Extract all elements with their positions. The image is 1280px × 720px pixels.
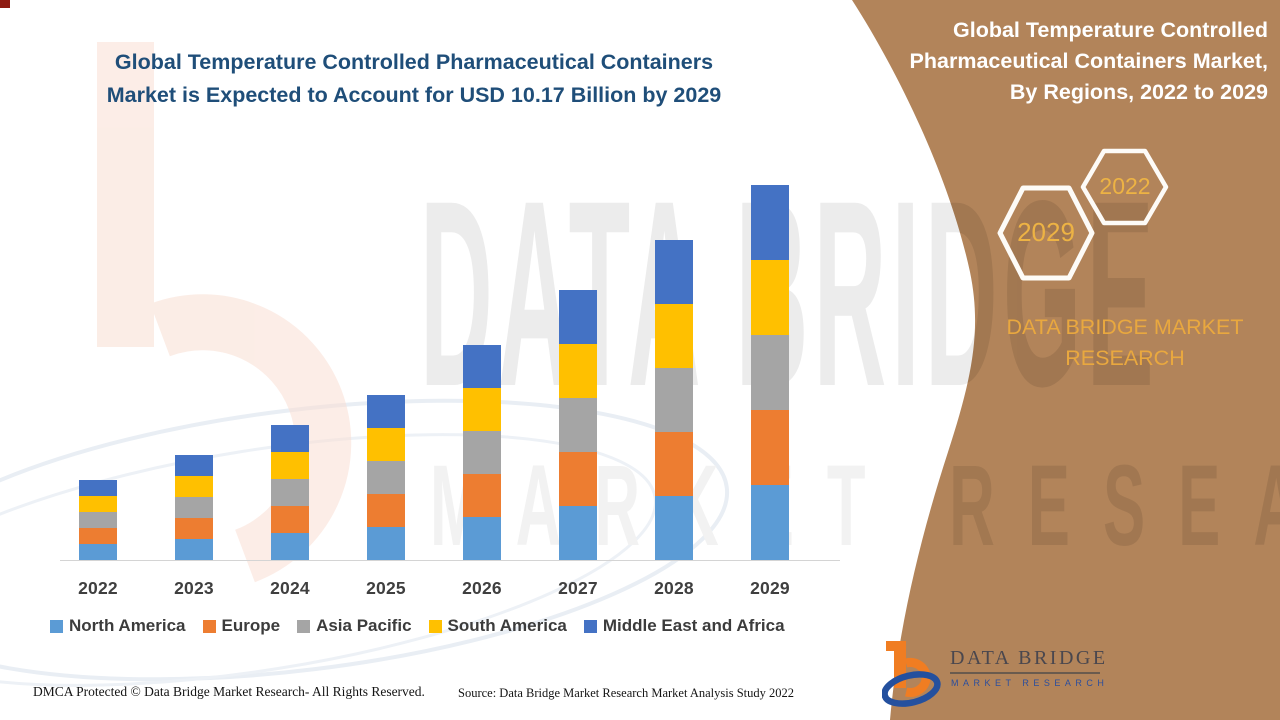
bar-2024: [271, 425, 309, 560]
legend-swatch: [50, 619, 63, 633]
bar-segment-2027-middle-east-and-africa: [559, 290, 597, 344]
copyright-text: DMCA Protected © Data Bridge Market Rese…: [33, 684, 425, 699]
legend-item-middle-east-and-africa: Middle East and Africa: [583, 616, 785, 636]
brand-name-line2: RESEARCH: [1065, 346, 1185, 370]
bar-segment-2029-asia-pacific: [751, 335, 789, 410]
page-title-line2: Market is Expected to Account for USD 10…: [106, 83, 722, 107]
bar-segment-2024-south-america: [271, 452, 309, 479]
bar-segment-2022-south-america: [79, 496, 117, 512]
bar-segment-2026-north-america: [463, 517, 501, 560]
bar-2026: [463, 345, 501, 560]
legend-item-asia-pacific: Asia Pacific: [297, 616, 412, 636]
side-panel-title: Global Temperature Controlled Pharmaceut…: [832, 15, 1268, 108]
bar-segment-2028-europe: [655, 432, 693, 496]
legend-label: Europe: [221, 616, 281, 635]
stacked-bar-chart: 2022 2023 2024 2025 2026 2027 2028 2029: [60, 170, 840, 598]
bar-segment-2027-north-america: [559, 506, 597, 560]
logo-underline: [950, 672, 1100, 674]
bar-segment-2025-asia-pacific: [367, 461, 405, 494]
legend-item-europe: Europe: [202, 616, 281, 636]
brand-name-line1: DATA BRIDGE MARKET: [1006, 315, 1244, 339]
hexagon-2022: [1080, 148, 1169, 226]
logo-wordmark: DATA BRIDGE: [950, 647, 1108, 669]
x-axis-label-2022: 2022: [78, 578, 118, 598]
hexagon-year-2022: 2022: [1099, 173, 1151, 199]
bar-segment-2023-asia-pacific: [175, 497, 213, 518]
bar-segment-2029-north-america: [751, 485, 789, 560]
bar-2025: [367, 395, 405, 560]
source-text: Source: Data Bridge Market Research Mark…: [458, 686, 795, 700]
bar-segment-2023-north-america: [175, 539, 213, 560]
legend-label: Middle East and Africa: [602, 616, 785, 635]
bar-segment-2029-europe: [751, 410, 789, 485]
bar-segment-2022-north-america: [79, 544, 117, 560]
bar-2023: [175, 455, 213, 560]
bar-segment-2026-middle-east-and-africa: [463, 345, 501, 388]
bar-segment-2028-middle-east-and-africa: [655, 240, 693, 304]
x-axis-label-2026: 2026: [462, 578, 502, 598]
data-bridge-logo-icon: [882, 641, 941, 707]
bar-2022: [79, 480, 117, 560]
bar-2028: [655, 240, 693, 560]
x-axis-label-2028: 2028: [654, 578, 694, 598]
bar-segment-2026-south-america: [463, 388, 501, 431]
page-title: Global Temperature Controlled Pharmaceut…: [28, 46, 800, 112]
hexagon-outlines: [997, 148, 1169, 281]
bar-segment-2025-middle-east-and-africa: [367, 395, 405, 428]
bar-segment-2022-asia-pacific: [79, 512, 117, 528]
bar-segment-2027-south-america: [559, 344, 597, 398]
legend-swatch: [428, 619, 442, 633]
legend-label: South America: [447, 616, 567, 635]
bar-segment-2022-europe: [79, 528, 117, 544]
x-axis-label-2024: 2024: [270, 578, 310, 598]
bar-segment-2024-asia-pacific: [271, 479, 309, 506]
x-axis-label-2025: 2025: [366, 578, 406, 598]
legend-item-north-america: North America: [50, 616, 186, 636]
brand-name: DATA BRIDGE MARKET RESEARCH: [982, 312, 1268, 374]
legend-label: North America: [69, 616, 186, 635]
bar-segment-2025-south-america: [367, 428, 405, 461]
bar-segment-2027-europe: [559, 452, 597, 506]
bar-segment-2026-asia-pacific: [463, 431, 501, 474]
bar-segment-2024-north-america: [271, 533, 309, 560]
legend-swatch: [202, 619, 216, 633]
bar-segment-2025-europe: [367, 494, 405, 527]
chart-legend: North America Europe Asia Pacific South Ame…: [50, 616, 850, 636]
bar-segment-2029-south-america: [751, 260, 789, 335]
page-title-line1: Global Temperature Controlled Pharmaceut…: [114, 50, 714, 74]
side-panel-title-line2: Pharmaceutical Containers Market,: [909, 49, 1268, 73]
hexagon-year-2029: 2029: [1017, 217, 1075, 247]
bar-segment-2023-europe: [175, 518, 213, 539]
side-panel-title-line3: By Regions, 2022 to 2029: [1009, 80, 1268, 104]
bar-segment-2029-middle-east-and-africa: [751, 185, 789, 260]
bar-segment-2023-middle-east-and-africa: [175, 455, 213, 476]
side-panel-title-line1: Global Temperature Controlled: [953, 18, 1268, 42]
legend-item-south-america: South America: [428, 616, 567, 636]
x-axis-label-2023: 2023: [174, 578, 214, 598]
bar-segment-2024-middle-east-and-africa: [271, 425, 309, 452]
legend-label: Asia Pacific: [316, 616, 412, 635]
hexagon-2029: [997, 185, 1095, 281]
x-axis-label-2029: 2029: [750, 578, 790, 598]
bar-segment-2025-north-america: [367, 527, 405, 560]
logo-subtitle: MARKET RESEARCH: [951, 678, 1109, 688]
x-axis-label-2027: 2027: [558, 578, 598, 598]
bar-segment-2026-europe: [463, 474, 501, 517]
bar-segment-2023-south-america: [175, 476, 213, 497]
bar-segment-2024-europe: [271, 506, 309, 533]
bar-segment-2028-asia-pacific: [655, 368, 693, 432]
bar-segment-2028-south-america: [655, 304, 693, 368]
bar-segment-2027-asia-pacific: [559, 398, 597, 452]
x-axis-line: [60, 560, 840, 561]
legend-swatch: [583, 619, 597, 633]
bar-segment-2022-middle-east-and-africa: [79, 480, 117, 496]
side-panel-background: [852, 0, 1280, 720]
bar-2027: [559, 290, 597, 560]
bar-segment-2028-north-america: [655, 496, 693, 560]
corner-mark: [0, 0, 10, 8]
bar-2029: [751, 185, 789, 560]
legend-swatch: [297, 619, 311, 633]
